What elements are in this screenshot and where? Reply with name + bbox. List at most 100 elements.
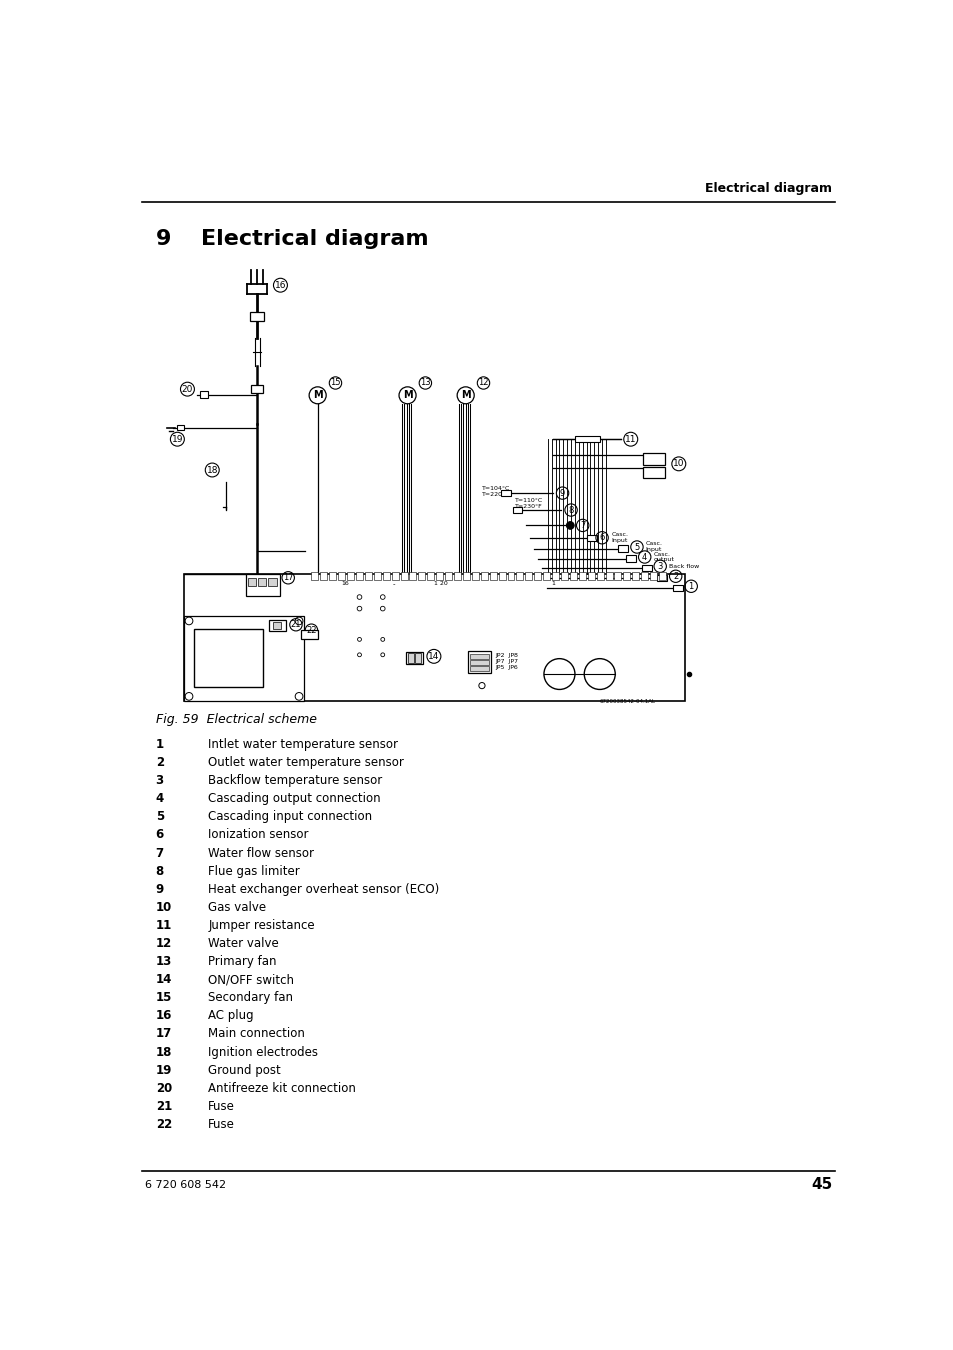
FancyBboxPatch shape [632,572,639,580]
FancyBboxPatch shape [472,572,478,580]
Text: Ionization sensor: Ionization sensor [208,829,309,841]
FancyBboxPatch shape [415,653,421,663]
FancyBboxPatch shape [374,572,380,580]
FancyBboxPatch shape [513,508,521,513]
FancyBboxPatch shape [618,545,628,552]
FancyBboxPatch shape [194,629,262,687]
Text: JP5  JP6: JP5 JP6 [495,666,517,671]
Text: 10: 10 [673,459,684,468]
Text: Cascading input connection: Cascading input connection [208,810,372,824]
FancyBboxPatch shape [642,467,664,478]
Circle shape [566,521,574,529]
FancyBboxPatch shape [257,578,266,586]
Text: 7: 7 [155,846,164,860]
FancyBboxPatch shape [301,630,318,640]
Text: 20: 20 [155,1081,172,1095]
Text: 9: 9 [155,230,171,248]
FancyBboxPatch shape [657,575,666,580]
Text: 17: 17 [283,574,294,582]
FancyBboxPatch shape [269,620,286,630]
FancyBboxPatch shape [382,572,390,580]
Text: 10: 10 [155,900,172,914]
FancyBboxPatch shape [560,572,567,580]
Text: -: - [393,580,395,587]
Text: Antifreeze kit connection: Antifreeze kit connection [208,1081,355,1095]
FancyBboxPatch shape [641,564,651,571]
Text: Fig. 59  Electrical scheme: Fig. 59 Electrical scheme [155,713,316,725]
Text: 3: 3 [155,774,164,787]
Text: Primary fan: Primary fan [208,954,276,968]
Text: 15: 15 [330,378,340,387]
Text: 11: 11 [155,919,172,931]
Text: 8: 8 [568,505,573,514]
FancyBboxPatch shape [436,572,443,580]
FancyBboxPatch shape [320,572,327,580]
Text: 22: 22 [306,625,316,634]
Text: 45: 45 [810,1177,831,1192]
FancyBboxPatch shape [480,572,487,580]
Text: 1: 1 [688,582,693,591]
FancyBboxPatch shape [427,572,434,580]
Text: 16: 16 [341,582,349,586]
FancyBboxPatch shape [250,312,264,321]
Text: Main connection: Main connection [208,1027,305,1041]
Text: Intlet water temperature sensor: Intlet water temperature sensor [208,738,398,751]
FancyBboxPatch shape [507,572,514,580]
FancyBboxPatch shape [273,622,281,629]
Text: Water valve: Water valve [208,937,279,950]
Text: M: M [402,390,412,401]
Text: 1: 1 [551,582,555,586]
Text: 13: 13 [155,954,172,968]
FancyBboxPatch shape [355,572,362,580]
Text: Casc.
Input: Casc. Input [611,532,628,543]
FancyBboxPatch shape [525,572,532,580]
Text: 12: 12 [155,937,172,950]
Text: 20: 20 [182,385,193,394]
FancyBboxPatch shape [400,572,407,580]
FancyBboxPatch shape [418,572,425,580]
FancyBboxPatch shape [500,490,510,497]
Text: 9: 9 [155,883,164,895]
FancyBboxPatch shape [569,572,577,580]
Text: 16: 16 [274,281,286,290]
Text: 9: 9 [559,489,564,498]
Text: 2: 2 [673,572,678,580]
Text: Secondary fan: Secondary fan [208,991,294,1004]
Text: 6: 6 [155,829,164,841]
FancyBboxPatch shape [614,572,620,580]
Text: 19: 19 [155,1064,172,1077]
Text: 21: 21 [291,620,301,629]
FancyBboxPatch shape [177,425,183,429]
FancyBboxPatch shape [445,572,452,580]
FancyBboxPatch shape [470,653,488,659]
Text: M: M [460,390,470,401]
Text: Cascading output connection: Cascading output connection [208,792,380,805]
Text: Gas valve: Gas valve [208,900,266,914]
Text: 14: 14 [428,652,439,662]
Text: 6: 6 [598,533,604,543]
FancyBboxPatch shape [596,572,603,580]
Text: 4: 4 [641,552,647,562]
FancyBboxPatch shape [498,572,505,580]
Text: Water flow sensor: Water flow sensor [208,846,314,860]
Text: 1 20: 1 20 [434,582,447,586]
Text: Backflow temperature sensor: Backflow temperature sensor [208,774,382,787]
Text: Fuse: Fuse [208,1100,235,1112]
Text: Outlet water temperature sensor: Outlet water temperature sensor [208,756,404,770]
Text: Heat exchanger overheat sensor (ECO): Heat exchanger overheat sensor (ECO) [208,883,439,895]
Text: 15: 15 [155,991,172,1004]
Text: Electrical diagram: Electrical diagram [704,182,831,194]
FancyBboxPatch shape [534,572,540,580]
Text: 18: 18 [206,466,218,474]
Text: Ground post: Ground post [208,1064,281,1077]
FancyBboxPatch shape [578,572,585,580]
Text: 18: 18 [155,1046,172,1058]
FancyBboxPatch shape [605,572,612,580]
Text: 17: 17 [155,1027,172,1041]
Text: Casc.
output: Casc. output [653,552,674,563]
FancyBboxPatch shape [406,652,422,664]
FancyBboxPatch shape [409,572,416,580]
Text: Casc.
Input: Casc. Input [645,541,661,552]
FancyBboxPatch shape [659,572,665,580]
FancyBboxPatch shape [183,574,684,701]
